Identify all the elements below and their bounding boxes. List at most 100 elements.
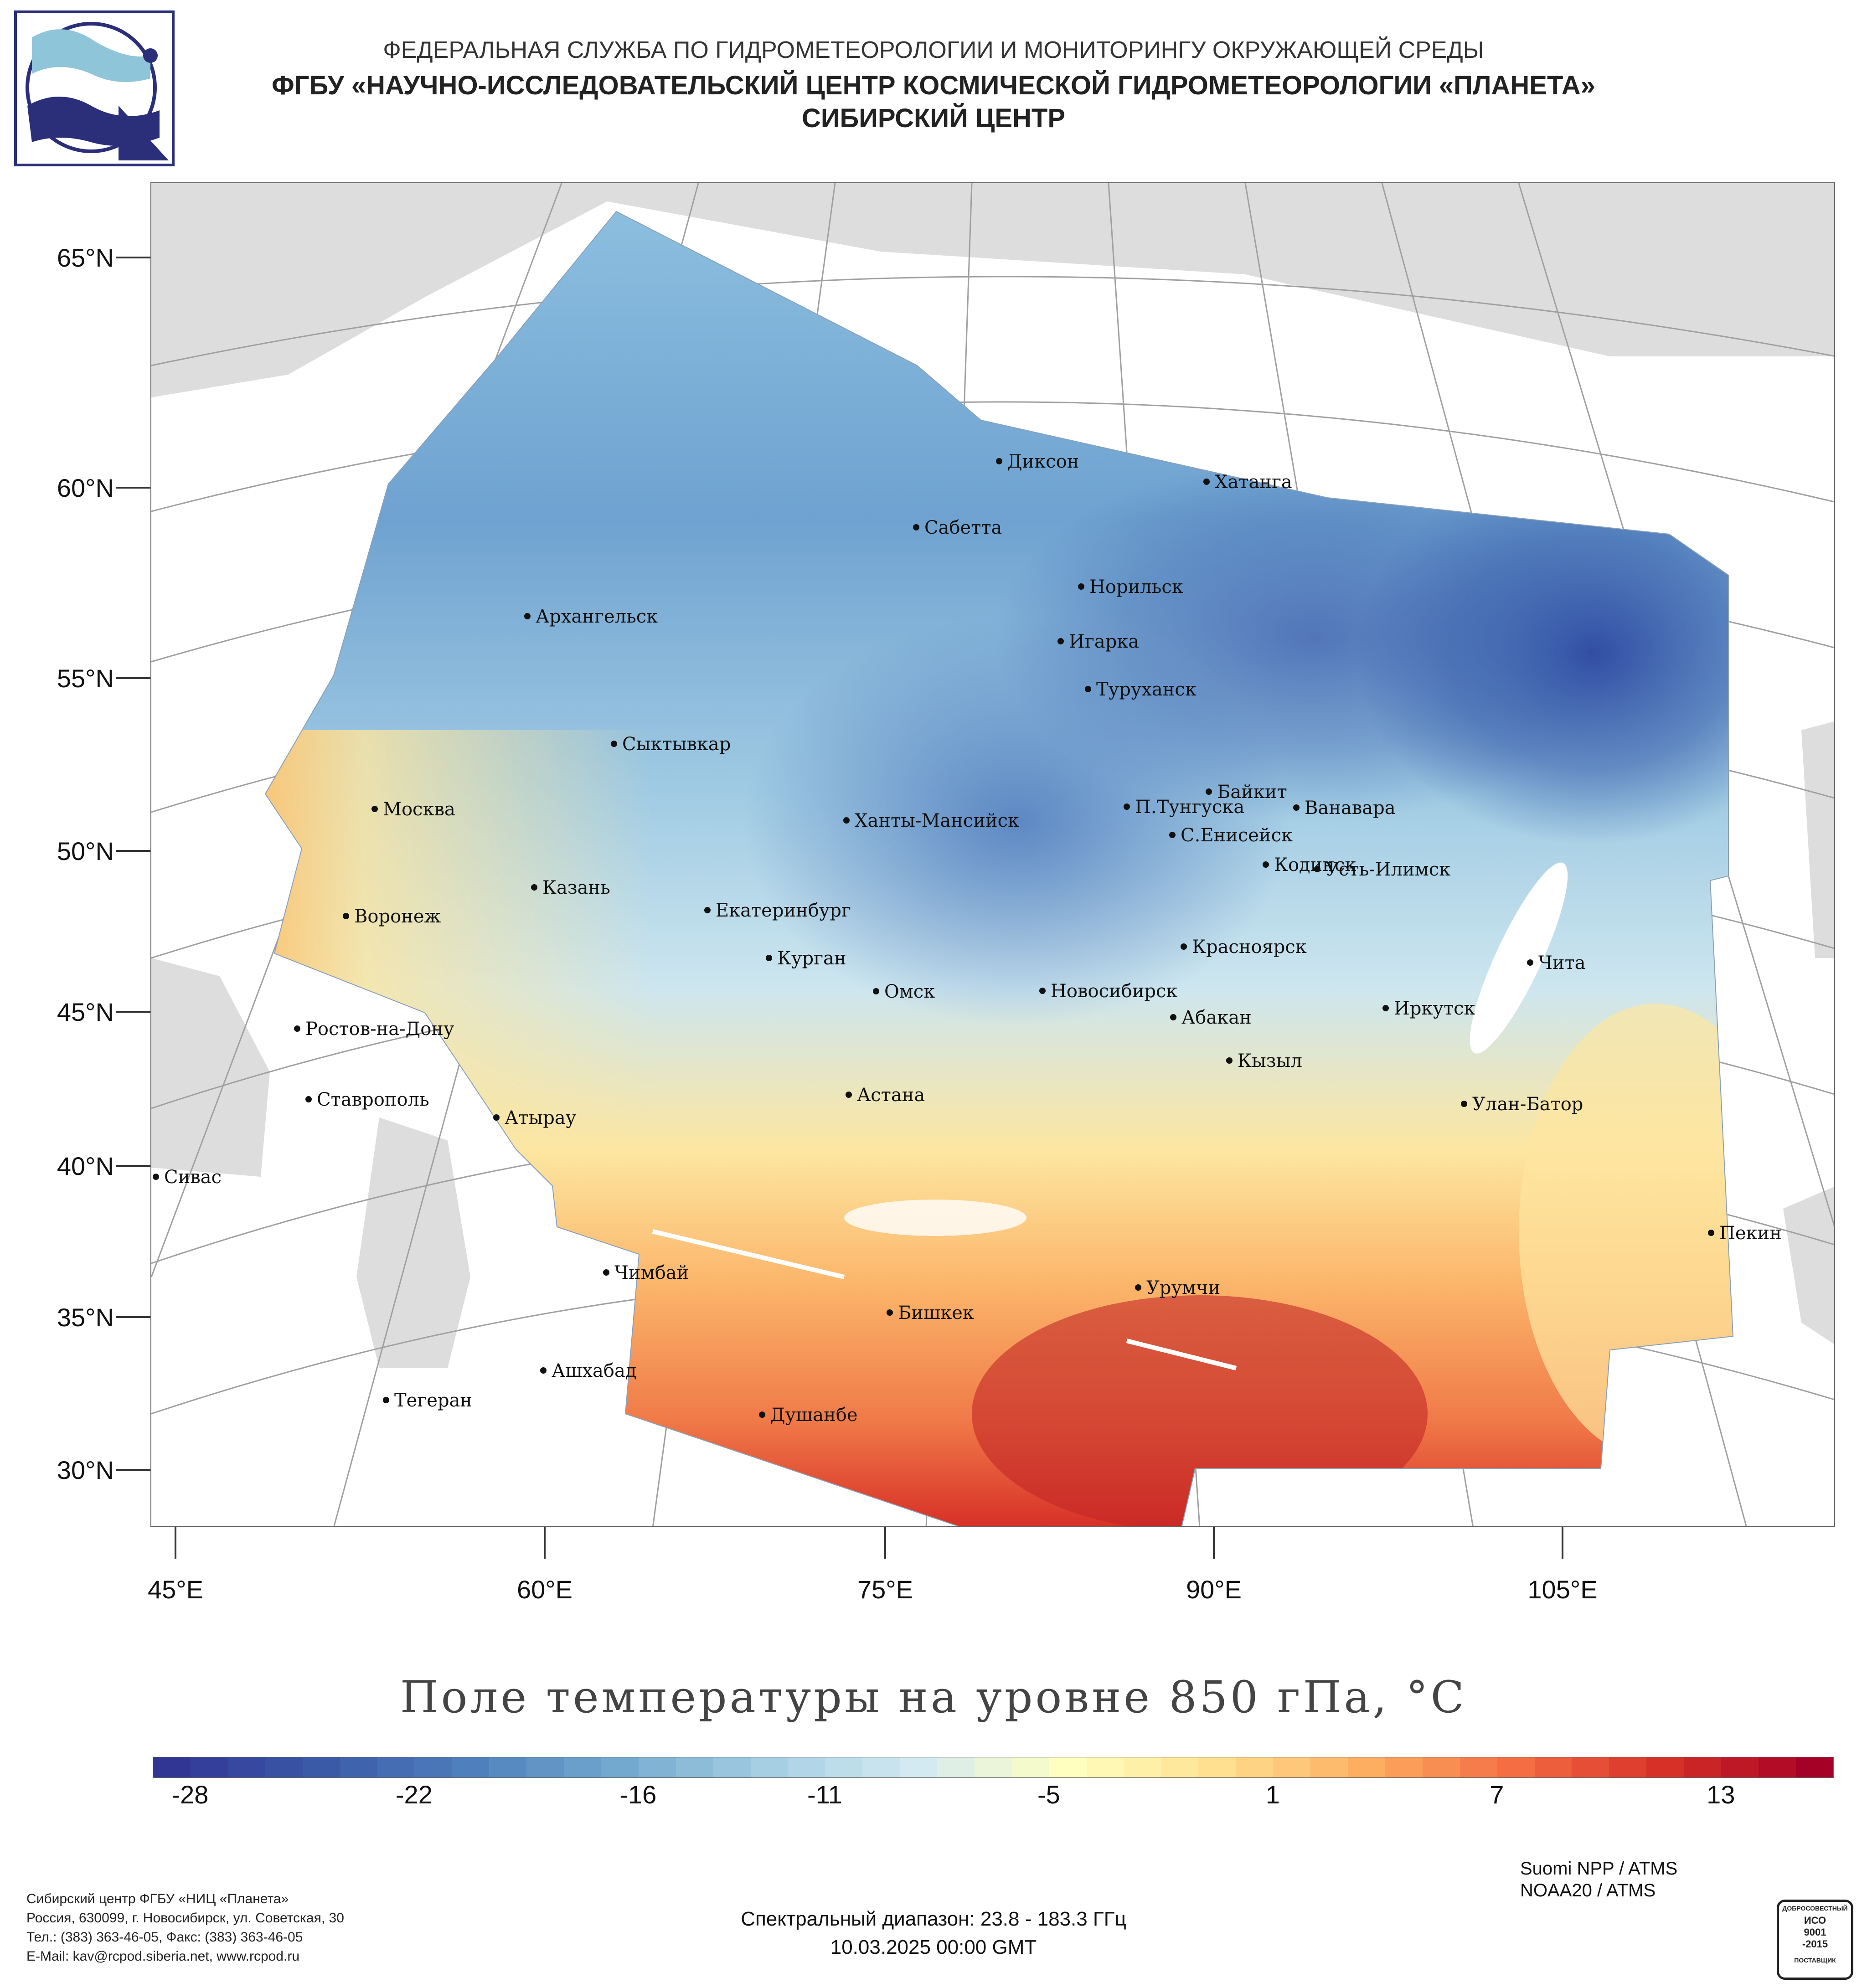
city-dot bbox=[1078, 583, 1084, 590]
latitude-label: 45°N bbox=[57, 998, 114, 1026]
colorbar-segment bbox=[414, 1757, 452, 1777]
colorbar-segment bbox=[937, 1757, 975, 1777]
latitude-label: 55°N bbox=[57, 664, 114, 693]
city-marker: Игарка bbox=[1057, 631, 1139, 652]
map-canvas: Диксон Хатанга Сабетта Норильск Архангельск И… bbox=[151, 183, 1834, 1526]
city-marker: Ванавара bbox=[1293, 798, 1396, 819]
latitude-tick bbox=[116, 1469, 150, 1471]
iso-text: ИСО bbox=[1804, 1915, 1826, 1926]
city-label: Улан-Батор bbox=[1472, 1094, 1583, 1115]
contact-line: Тел.: (383) 363-46-05, Факс: (383) 363-4… bbox=[26, 1930, 303, 1945]
caspian-sea bbox=[356, 1118, 470, 1368]
iso-number: 9001 bbox=[1804, 1926, 1826, 1938]
contact-line: E-Mail: kav@rcpod.siberia.net, www.rcpod… bbox=[26, 1949, 300, 1964]
city-label: Иркутск bbox=[1394, 998, 1475, 1019]
colorbar-segment bbox=[638, 1757, 676, 1777]
longitude-tick bbox=[1213, 1527, 1215, 1559]
city-marker: Курган bbox=[766, 948, 846, 969]
colorbar-segment bbox=[1236, 1757, 1274, 1777]
colorbar-segment bbox=[452, 1757, 490, 1777]
colorbar-tick-label: 13 bbox=[1707, 1780, 1735, 1809]
colorbar-segment bbox=[900, 1757, 938, 1777]
city-dot bbox=[913, 524, 919, 530]
city-dot bbox=[611, 741, 617, 747]
city-marker: Урумчи bbox=[1135, 1277, 1220, 1298]
agency-title: ФЕДЕРАЛЬНАЯ СЛУЖБА ПО ГИДРОМЕТЕОРОЛОГИИ … bbox=[383, 37, 1484, 63]
instrument: Suomi NPP / ATMS bbox=[1520, 1859, 1678, 1879]
spectral-range: Спектральный диапазон: 23.8 - 183.3 ГГц bbox=[741, 1908, 1126, 1930]
city-label: Ханты-Мансийск bbox=[855, 810, 1019, 831]
iso-year: -2015 bbox=[1802, 1938, 1828, 1950]
city-dot bbox=[294, 1025, 300, 1032]
city-marker: П.Тунгуска bbox=[1124, 797, 1244, 818]
city-marker: Архангельск bbox=[524, 606, 658, 627]
map-title: Поле температуры на уровне 850 гПа, °C bbox=[400, 1672, 1467, 1723]
city-dot bbox=[766, 955, 772, 961]
city-label: Омск bbox=[884, 981, 935, 1002]
city-label: Сыктывкар bbox=[622, 734, 731, 755]
colorbar-segment bbox=[713, 1757, 751, 1777]
city-dot bbox=[603, 1269, 609, 1276]
colorbar-segment bbox=[1310, 1757, 1348, 1777]
longitude-label: 105°E bbox=[1527, 1575, 1598, 1604]
city-label: Сабетта bbox=[924, 517, 1002, 538]
city-label: Игарка bbox=[1069, 631, 1139, 652]
city-dot bbox=[1203, 479, 1210, 485]
city-dot bbox=[1382, 1005, 1389, 1011]
city-marker: Кызыл bbox=[1226, 1051, 1302, 1071]
city-label: Диксон bbox=[1007, 451, 1079, 472]
city-label: Ашхабад bbox=[552, 1360, 636, 1381]
instrument-list: Suomi NPP / ATMS NOAA20 / ATMS bbox=[1520, 1858, 1677, 1901]
colorbar-tick-label: 7 bbox=[1490, 1780, 1504, 1809]
city-dot bbox=[1263, 861, 1269, 868]
city-label: Норильск bbox=[1089, 577, 1183, 597]
city-marker: Новосибирск bbox=[1039, 981, 1177, 1002]
city-dot bbox=[1314, 866, 1320, 872]
colorbar-segment bbox=[788, 1757, 825, 1777]
latitude-label: 30°N bbox=[57, 1456, 114, 1484]
latitude-tick bbox=[116, 850, 150, 852]
sea-of-okhotsk-land bbox=[1801, 721, 1834, 958]
latitude-label: 35°N bbox=[57, 1303, 114, 1332]
longitude-tick bbox=[1562, 1527, 1563, 1559]
city-marker: Сыктывкар bbox=[611, 734, 731, 755]
latitude-tick bbox=[116, 1165, 150, 1167]
city-dot bbox=[887, 1309, 893, 1316]
city-label: Сивас bbox=[164, 1167, 222, 1188]
colorbar-tick-label: -11 bbox=[807, 1780, 842, 1809]
contact-info: Сибирский центр ФГБУ «НИЦ «Планета» Росс… bbox=[26, 1890, 344, 1966]
longitude-label: 60°E bbox=[516, 1575, 573, 1604]
latitude-tick bbox=[116, 487, 150, 489]
city-dot bbox=[759, 1411, 765, 1418]
city-dot bbox=[1170, 1014, 1176, 1020]
colorbar-segment bbox=[1422, 1757, 1460, 1777]
city-label: Усть-Илимск bbox=[1325, 859, 1450, 880]
city-dot bbox=[1206, 788, 1212, 795]
city-dot bbox=[1527, 959, 1533, 966]
colorbar-segment bbox=[1273, 1757, 1311, 1777]
lake-balkhash bbox=[844, 1200, 1026, 1236]
colorbar-segment bbox=[1460, 1757, 1497, 1777]
city-label: Чита bbox=[1538, 953, 1586, 973]
temperature-colorbar bbox=[153, 1757, 1834, 1778]
colorbar-ticks: -28 -22 -16 -11 -5 1 7 13 bbox=[153, 1780, 1833, 1816]
city-marker: Москва bbox=[371, 799, 455, 820]
city-label: Воронеж bbox=[354, 906, 441, 927]
colorbar-segment bbox=[1086, 1757, 1124, 1777]
colorbar-segment bbox=[489, 1757, 527, 1777]
city-marker: Омск bbox=[873, 981, 935, 1002]
city-dot bbox=[1181, 943, 1187, 950]
colorbar-segment bbox=[1198, 1757, 1236, 1777]
city-marker: Улан-Батор bbox=[1461, 1094, 1583, 1115]
arctic-land bbox=[151, 183, 1834, 397]
colorbar-segment bbox=[676, 1757, 713, 1777]
city-dot bbox=[540, 1367, 547, 1374]
city-dot bbox=[343, 913, 349, 919]
city-marker: Усть-Илимск bbox=[1314, 859, 1450, 880]
city-label: Ванавара bbox=[1305, 798, 1396, 819]
city-dot bbox=[524, 613, 531, 619]
longitude-tick bbox=[175, 1527, 176, 1559]
city-dot bbox=[1135, 1284, 1141, 1291]
city-label: Новосибирск bbox=[1051, 981, 1177, 1002]
city-marker: Астана bbox=[846, 1085, 925, 1106]
